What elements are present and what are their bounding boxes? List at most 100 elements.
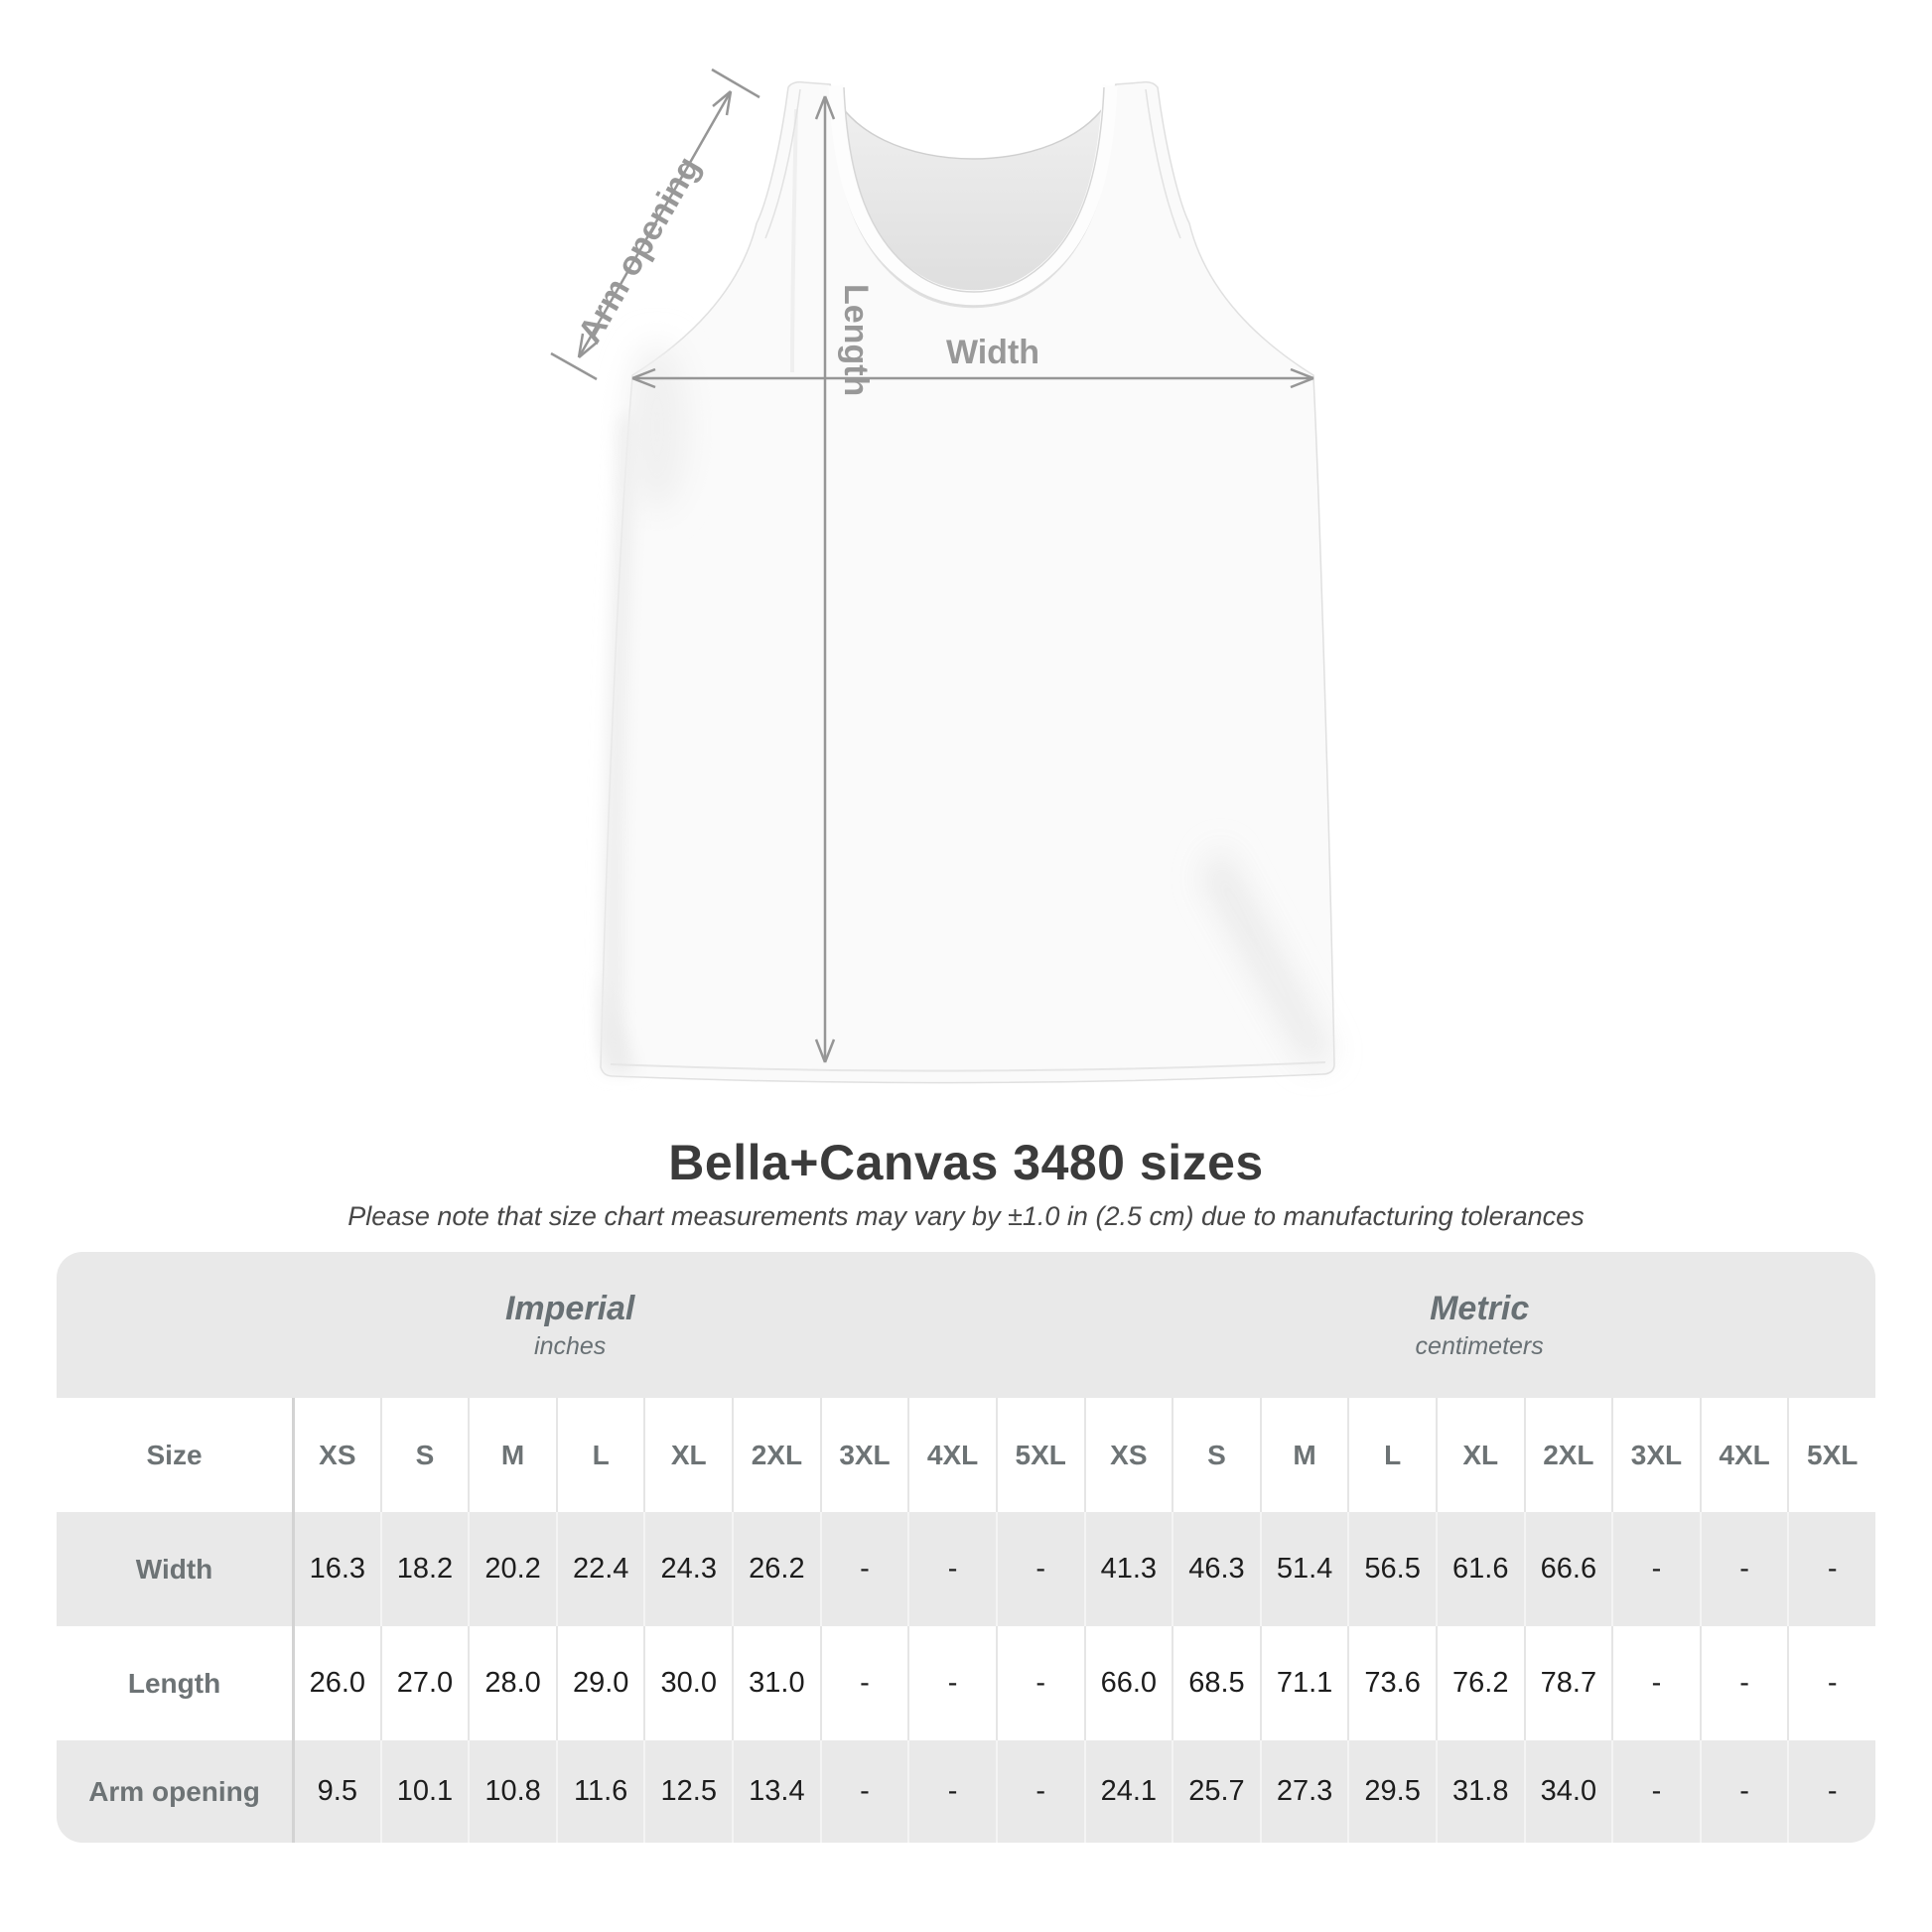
measurement-row-label: Arm opening <box>88 1775 260 1807</box>
value-cell-imperial: 20.2 <box>468 1512 556 1626</box>
size-header-imperial: XL <box>643 1398 732 1512</box>
value-cell-metric: 29.5 <box>1347 1740 1436 1843</box>
unit-group-header-row: Imperial inches Metric centimeters <box>57 1252 1875 1398</box>
value-cell-imperial: - <box>907 1626 996 1740</box>
size-header-imperial: 5XL <box>995 1398 1084 1512</box>
metric-group-header: Metric centimeters <box>1083 1252 1875 1398</box>
size-header-imperial: XS <box>292 1398 380 1512</box>
value-cell-imperial: 18.2 <box>379 1512 469 1626</box>
arm-opening-measurement-label: Arm opening <box>571 150 708 349</box>
value-cell-metric: 34.0 <box>1523 1740 1612 1843</box>
size-header-imperial: 4XL <box>907 1398 996 1512</box>
value-cell-metric: 66.0 <box>1083 1626 1173 1740</box>
value-cell-imperial: 31.0 <box>732 1626 820 1740</box>
measurement-row-label: Length <box>127 1667 221 1699</box>
metric-group-unit: centimeters <box>1415 1331 1544 1360</box>
size-column-header: Size <box>146 1439 203 1470</box>
size-header-metric: XS <box>1083 1398 1173 1512</box>
imperial-group-unit: inches <box>534 1331 607 1360</box>
right-strap-stitch <box>1145 88 1181 239</box>
value-cell-metric: 56.5 <box>1347 1512 1436 1626</box>
length-arrowhead-bottom <box>814 1038 836 1063</box>
value-cell-metric: - <box>1611 1740 1700 1843</box>
width-arrowhead-right <box>1290 367 1314 389</box>
value-cell-metric: 27.3 <box>1259 1740 1348 1843</box>
value-cell-metric: - <box>1611 1512 1700 1626</box>
value-cell-metric: 76.2 <box>1435 1626 1524 1740</box>
value-cell-imperial: 10.8 <box>468 1740 556 1843</box>
value-cell-imperial: - <box>995 1626 1084 1740</box>
value-cell-metric: 46.3 <box>1172 1512 1260 1626</box>
value-cell-metric: - <box>1611 1626 1700 1740</box>
width-arrowhead-left <box>631 367 656 389</box>
value-cell-imperial: 26.0 <box>292 1626 380 1740</box>
arm-opening-end-tick-top <box>711 68 760 99</box>
measurement-row: Width 16.3 18.2 20.2 22.4 24.3 26.2- - -41.3 46.3… <box>57 1512 1875 1626</box>
value-cell-metric: 51.4 <box>1259 1512 1348 1626</box>
size-table: Imperial inches Metric centimeters Size X… <box>57 1252 1875 1843</box>
size-grid: Size XS S M L XL 2XL 3XL 4XL 5XL XS S M L XL 2XL 3XL 4XL 5… <box>57 1398 1875 1843</box>
measurement-row-label: Width <box>135 1553 213 1585</box>
arm-opening-end-tick-bottom <box>550 351 598 381</box>
size-header-metric: L <box>1347 1398 1436 1512</box>
value-cell-imperial: 13.4 <box>732 1740 820 1843</box>
page-title: Bella+Canvas 3480 sizes <box>668 1135 1264 1190</box>
value-cell-metric: - <box>1699 1740 1788 1843</box>
value-cell-metric: 31.8 <box>1435 1740 1524 1843</box>
value-cell-metric: - <box>1699 1512 1788 1626</box>
size-header-metric: 2XL <box>1523 1398 1612 1512</box>
size-header-imperial: 2XL <box>732 1398 820 1512</box>
value-cell-metric: 24.1 <box>1083 1740 1173 1843</box>
value-cell-metric: - <box>1787 1512 1875 1626</box>
armhole-shadow <box>627 343 687 511</box>
hem-stitch <box>610 1061 1326 1072</box>
value-cell-metric: - <box>1787 1626 1875 1740</box>
value-cell-imperial: - <box>995 1512 1084 1626</box>
arm-opening-arrowhead-top <box>712 90 733 116</box>
size-header-imperial: S <box>379 1398 469 1512</box>
size-header-metric: 3XL <box>1611 1398 1700 1512</box>
value-cell-imperial: - <box>819 1626 908 1740</box>
value-cell-metric: 61.6 <box>1435 1512 1524 1626</box>
chest-fold-line <box>790 108 798 373</box>
size-header-imperial: L <box>555 1398 644 1512</box>
value-cell-imperial: - <box>819 1740 908 1843</box>
size-header-metric: S <box>1172 1398 1260 1512</box>
value-cell-metric: 73.6 <box>1347 1626 1436 1740</box>
size-header-metric: 5XL <box>1787 1398 1875 1512</box>
value-cell-imperial: 26.2 <box>732 1512 820 1626</box>
value-cell-imperial: 27.0 <box>379 1626 469 1740</box>
value-cell-imperial: 10.1 <box>379 1740 469 1843</box>
neck-trim-stitch <box>843 86 1105 293</box>
metric-group-title: Metric <box>1430 1289 1530 1327</box>
value-cell-imperial: 28.0 <box>468 1626 556 1740</box>
arm-opening-arrowhead-bottom <box>577 333 598 358</box>
size-header-metric: XL <box>1435 1398 1524 1512</box>
length-measurement-label: Length <box>837 284 875 396</box>
tank-top-illustration: Width Length Arm opening <box>550 68 1335 1084</box>
size-header-metric: M <box>1259 1398 1348 1512</box>
value-cell-imperial: 30.0 <box>643 1626 732 1740</box>
value-cell-imperial: 29.0 <box>555 1626 644 1740</box>
size-header-row: Size XS S M L XL 2XL 3XL 4XL 5XL XS S M L XL 2XL 3XL 4XL 5… <box>57 1398 1875 1512</box>
value-cell-imperial: 22.4 <box>555 1512 644 1626</box>
left-strap-stitch <box>764 88 801 239</box>
neck-trim-band <box>828 84 1118 306</box>
value-cell-imperial: - <box>995 1740 1084 1843</box>
size-header-metric: 4XL <box>1699 1398 1788 1512</box>
tolerance-note: Please note that size chart measurements… <box>347 1201 1585 1231</box>
value-cell-metric: 66.6 <box>1523 1512 1612 1626</box>
arm-opening-arrow-line <box>577 90 733 358</box>
measurement-row: Length 26.0 27.0 28.0 29.0 30.0 31.0- - -66.0 68.… <box>57 1626 1875 1740</box>
right-fold-shadow <box>1201 844 1334 1066</box>
value-cell-metric: - <box>1787 1740 1875 1843</box>
value-cell-metric: 78.7 <box>1523 1626 1612 1740</box>
value-cell-imperial: 12.5 <box>643 1740 732 1843</box>
value-cell-imperial: - <box>907 1740 996 1843</box>
value-cell-metric: 25.7 <box>1172 1740 1260 1843</box>
size-header-imperial: 3XL <box>819 1398 908 1512</box>
imperial-group-header: Imperial inches <box>57 1252 1083 1398</box>
value-cell-imperial: - <box>819 1512 908 1626</box>
value-cell-imperial: 9.5 <box>292 1740 380 1843</box>
